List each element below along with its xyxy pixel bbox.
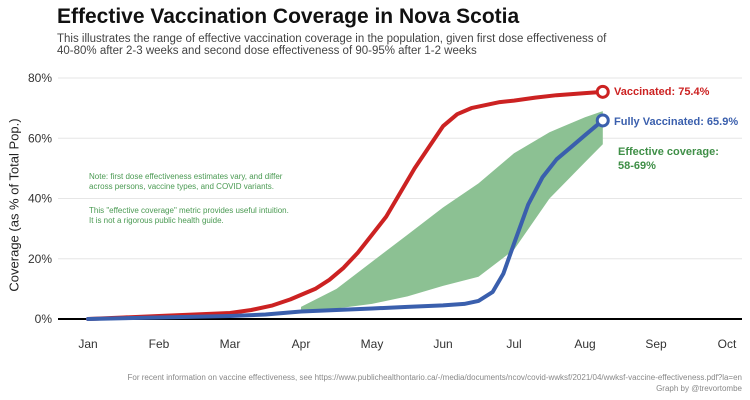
x-tick-label: Aug (574, 337, 595, 351)
y-tick-label: 80% (28, 71, 52, 85)
vaccinated-end-marker (595, 84, 610, 99)
chart-title: Effective Vaccination Coverage in Nova S… (57, 5, 520, 28)
x-tick-label: Mar (220, 337, 241, 351)
note-intuition: This "effective coverage" metric provide… (89, 206, 289, 225)
x-tick-label: Jun (433, 337, 452, 351)
vaccinated-end-label: Vaccinated: 75.4% (614, 86, 710, 98)
line-layer (86, 84, 610, 321)
chart-subtitle: This illustrates the range of effective … (57, 33, 607, 57)
y-tick-label: 20% (28, 252, 52, 266)
effective-coverage-range-label: 58-69% (618, 160, 656, 172)
fully-vaccinated-line (86, 118, 605, 321)
x-tick-label: Oct (718, 337, 737, 351)
footer-source: For recent information on vaccine effect… (127, 373, 742, 382)
vaccinated-line (86, 89, 605, 321)
y-tick-label: 40% (28, 192, 52, 206)
effective-coverage-band (301, 111, 603, 312)
x-tick-label: Jan (78, 337, 97, 351)
x-tick-label: Feb (149, 337, 170, 351)
footer-credit: Graph by @trevortombe (656, 384, 742, 393)
y-tick-label: 0% (35, 312, 53, 326)
x-tick-label: May (361, 337, 384, 351)
note-effectiveness: Note: first dose effectiveness estimates… (89, 172, 283, 191)
x-tick-label: Apr (292, 337, 311, 351)
fully-vaccinated-end-label: Fully Vaccinated: 65.9% (614, 116, 738, 128)
effective-coverage-label: Effective coverage: (618, 146, 719, 158)
band-layer (301, 111, 603, 312)
x-tick-label: Sep (645, 337, 667, 351)
fully-vaccinated-end-marker (595, 113, 610, 128)
x-tick-label: Jul (506, 337, 521, 351)
y-tick-label: 60% (28, 131, 52, 145)
tick-layer: 0% 20% 40% 60% 80% Jan Feb Mar Apr May Jun Jul Aug Se… (28, 71, 737, 351)
